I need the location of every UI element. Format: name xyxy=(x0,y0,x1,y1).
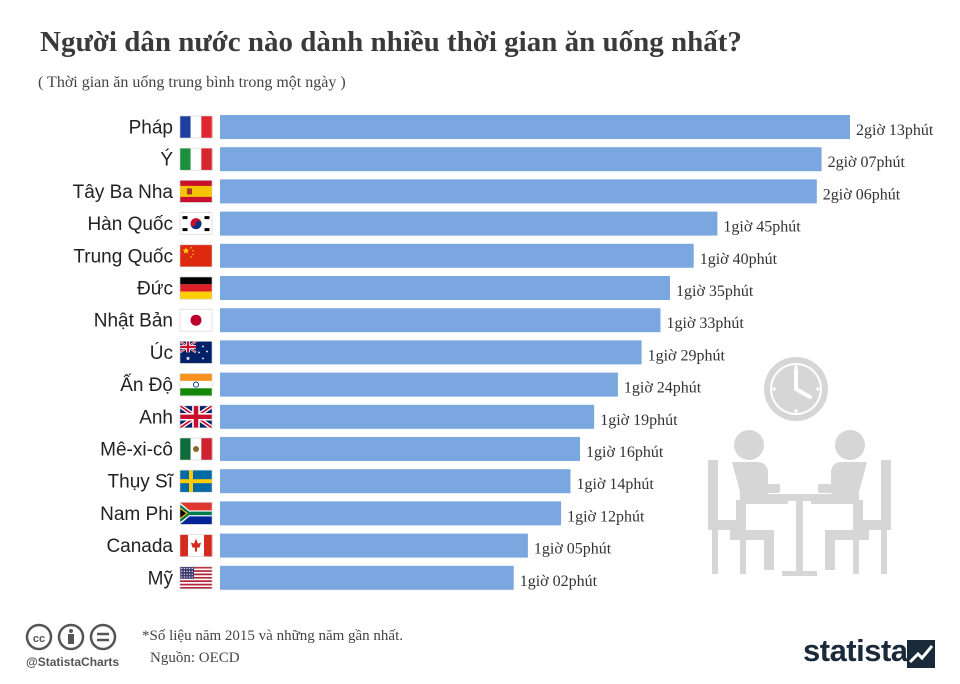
no-derivatives-icon xyxy=(89,623,117,651)
bar xyxy=(220,147,822,172)
bar xyxy=(220,243,694,268)
value-label: 1giờ 12phút xyxy=(567,508,645,525)
flag-icon xyxy=(179,373,213,397)
bar xyxy=(220,340,642,365)
flag-icon xyxy=(179,469,213,493)
bar xyxy=(220,404,595,429)
value-label: 1giờ 35phút xyxy=(676,283,754,300)
chart-subtitle: ( Thời gian ăn uống trung bình trong một… xyxy=(38,74,346,91)
category-label: Ấn Độ xyxy=(120,374,173,396)
category-label: Anh xyxy=(139,407,173,428)
flag-icon xyxy=(179,502,213,525)
bar xyxy=(220,565,514,590)
bar xyxy=(220,469,571,494)
license-icons: cc xyxy=(24,623,124,658)
footnote: *Số liệu năm 2015 và những năm gần nhất. xyxy=(142,628,404,644)
category-label: Hàn Quốc xyxy=(87,214,173,235)
flag-icon xyxy=(179,212,213,235)
source-note: Nguồn: OECD xyxy=(150,650,240,666)
category-label: Ý xyxy=(160,150,173,171)
flag-icon xyxy=(179,180,213,203)
value-label: 1giờ 14phút xyxy=(577,476,655,493)
category-label: Canada xyxy=(106,536,173,557)
bar xyxy=(220,308,661,333)
value-label: 1giờ 24phút xyxy=(624,380,702,397)
bar xyxy=(220,211,718,236)
flag-icon xyxy=(178,403,214,430)
cc-icon: cc xyxy=(25,623,53,651)
value-label: 1giờ 05phút xyxy=(534,541,612,558)
category-label: Nam Phi xyxy=(100,504,173,525)
bar xyxy=(220,276,670,300)
bar xyxy=(220,372,618,397)
chart-title: Người dân nước nào dành nhiều thời gian … xyxy=(40,26,742,58)
value-label: 1giờ 40phút xyxy=(700,251,778,268)
value-label: 1giờ 16phút xyxy=(586,444,664,461)
value-label: 1giờ 19phút xyxy=(600,412,678,429)
value-label: 1giờ 29phút xyxy=(648,347,726,364)
bar xyxy=(220,501,562,526)
category-label: Đức xyxy=(137,279,173,300)
bar xyxy=(220,437,580,461)
value-label: 2giờ 13phút xyxy=(856,122,934,139)
value-label: 2giờ 06phút xyxy=(823,186,901,203)
value-label: 2giờ 07phút xyxy=(828,154,906,171)
clock-icon xyxy=(764,357,828,421)
bar xyxy=(220,533,528,558)
twitter-handle[interactable]: @StatistaCharts xyxy=(26,655,120,669)
category-label: Nhật Bản xyxy=(94,311,173,332)
statista-logo-mark xyxy=(907,640,935,668)
category-label: Thụy Sĩ xyxy=(108,472,174,493)
flag-icon xyxy=(179,147,213,171)
category-label: Mê-xi-cô xyxy=(100,440,173,461)
value-label: 1giờ 02phút xyxy=(520,573,598,590)
flag-icon xyxy=(179,340,213,364)
flag-icon xyxy=(179,534,213,557)
svg-text:cc: cc xyxy=(33,633,45,645)
category-label: Tây Ba Nha xyxy=(73,182,174,203)
statista-logo[interactable]: statista xyxy=(803,633,908,668)
dining-illustration xyxy=(708,357,891,576)
flag-icon xyxy=(179,566,213,590)
flag-icon xyxy=(179,115,213,139)
flag-icon xyxy=(179,276,213,300)
attribution-icon xyxy=(57,623,85,651)
bar xyxy=(220,179,817,204)
flag-icon xyxy=(179,308,213,332)
category-label: Trung Quốc xyxy=(73,246,173,267)
category-label: Mỹ xyxy=(148,568,174,589)
category-label: Pháp xyxy=(129,118,173,139)
bar xyxy=(220,115,850,139)
category-label: Úc xyxy=(150,342,173,364)
value-label: 1giờ 33phút xyxy=(667,315,745,332)
flag-icon xyxy=(179,244,213,268)
value-label: 1giờ 45phút xyxy=(723,219,801,236)
flag-icon xyxy=(179,437,213,461)
